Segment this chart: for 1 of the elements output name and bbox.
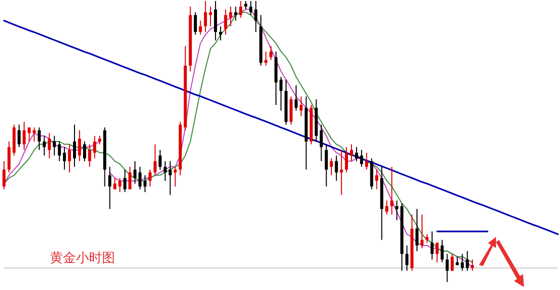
annotation: 黄金小时图: [50, 251, 115, 266]
